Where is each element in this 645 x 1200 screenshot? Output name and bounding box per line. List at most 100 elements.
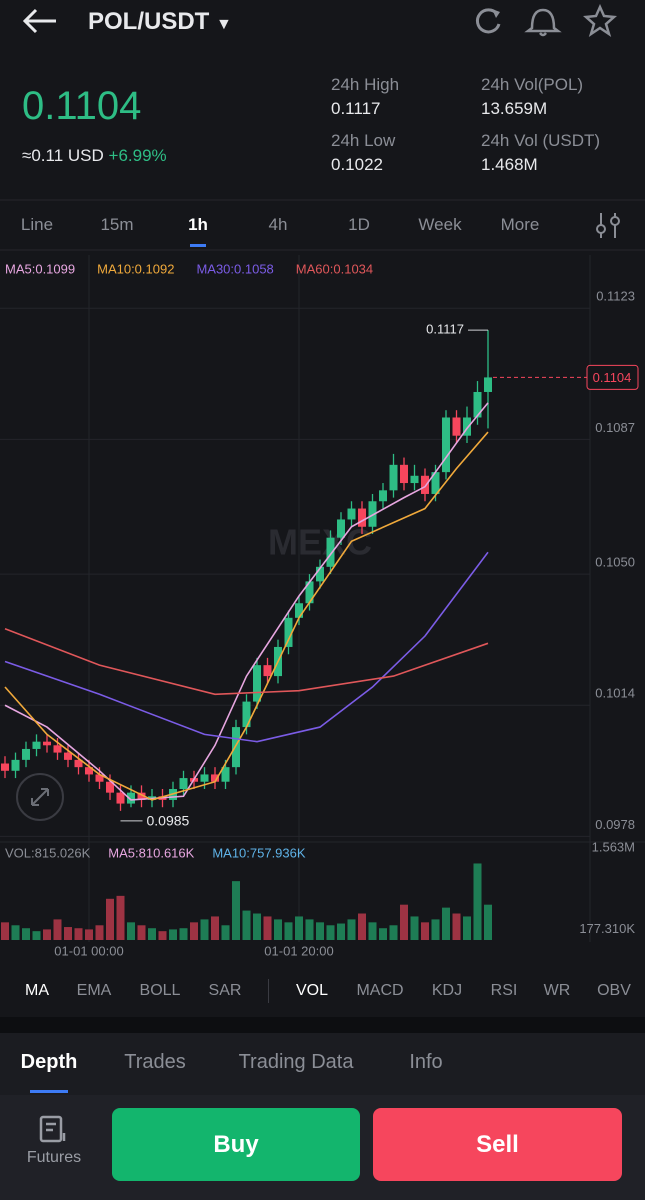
candle-body: [263, 665, 272, 677]
usd: ≈0.11 USD: [22, 146, 104, 165]
volume-bar: [158, 931, 167, 940]
volume-bar: [179, 928, 188, 940]
last-price-label: 0.1104: [593, 370, 632, 385]
timeframe-tab[interactable]: Week: [418, 215, 462, 234]
candle-body: [211, 774, 219, 782]
indicator-tab[interactable]: WR: [543, 982, 571, 999]
futures-icon[interactable]: [38, 1115, 72, 1145]
volume-legend: MA5:810.616K: [108, 845, 194, 860]
settings-icon[interactable]: [592, 210, 624, 240]
bottom-tab[interactable]: Trading Data: [238, 1051, 354, 1073]
candle-body: [232, 727, 240, 768]
chart: MEXC 0.1123 0.1087 0.1050 0.1014 0.0978 01-01…: [0, 0, 645, 975]
expand-button[interactable]: [16, 773, 64, 821]
volume-bar: [400, 904, 408, 940]
stat-value: 0.1117: [331, 99, 381, 118]
candle-body: [316, 566, 324, 582]
y-tick-label: 0.0978: [595, 817, 635, 832]
volume-bar: [368, 922, 377, 940]
candle-body: [400, 464, 408, 484]
candle-body: [379, 490, 387, 502]
volume-bar: [410, 916, 419, 940]
tab-underline: [30, 1090, 68, 1093]
indicator-tab[interactable]: BOLL: [139, 982, 181, 999]
high-label: 0.1117: [426, 322, 464, 337]
stat-label: 24h Vol (USDT): [481, 131, 601, 150]
candle-body: [74, 759, 83, 768]
stat-value: 0.1022: [331, 155, 383, 174]
volume-tick-label: 177.310K: [579, 921, 635, 936]
candle-body: [347, 508, 356, 520]
candle-body: [43, 741, 51, 746]
indicator-tab[interactable]: OBV: [597, 982, 631, 999]
back-button[interactable]: [20, 6, 60, 36]
indicator-tab[interactable]: VOL: [295, 982, 328, 999]
refresh-icon[interactable]: [475, 8, 501, 34]
volume-bar: [326, 925, 335, 940]
candle-body: [11, 759, 20, 771]
candle-body: [106, 781, 114, 793]
candle-body: [295, 603, 303, 618]
y-tick-label: 0.1014: [595, 686, 635, 701]
pair: POL/USDT: [88, 8, 210, 35]
watermark: MEXC: [268, 522, 372, 563]
candle-body: [484, 377, 492, 392]
ma-line: [4, 402, 489, 801]
volume-bar: [232, 881, 240, 940]
candle-body: [326, 537, 335, 567]
timeframe-tab[interactable]: 4h: [268, 215, 288, 234]
candle-body: [452, 417, 461, 436]
timeframe-tab[interactable]: 1h: [188, 215, 208, 234]
volume-bar: [284, 922, 293, 940]
star-icon[interactable]: [583, 4, 617, 37]
candle-body: [305, 581, 314, 604]
change: +6.99%: [108, 146, 167, 165]
volume-bar: [148, 928, 156, 940]
futures-label[interactable]: Futures: [26, 1149, 82, 1166]
volume-bar: [137, 925, 146, 940]
indicator-tab[interactable]: MA: [25, 982, 49, 999]
candle-body: [116, 792, 125, 804]
indicator-tab[interactable]: EMA: [76, 982, 112, 999]
last-price-box: [586, 364, 639, 390]
bottom-tab[interactable]: Trades: [124, 1051, 186, 1073]
bell-icon[interactable]: [524, 8, 562, 37]
indicator-tab[interactable]: RSI: [490, 982, 518, 999]
volume-bar: [211, 916, 219, 940]
sell-button[interactable]: Sell: [373, 1108, 622, 1181]
ma-line: [4, 431, 489, 801]
indicator-tab[interactable]: MACD: [356, 982, 404, 999]
volume-bar: [242, 910, 251, 940]
timeframe-tab[interactable]: 1D: [348, 215, 370, 234]
candle-body: [137, 792, 146, 800]
background: [0, 0, 645, 975]
volume-bar: [253, 913, 261, 940]
timeframe-tab[interactable]: 15m: [100, 215, 134, 234]
volume-bar: [32, 931, 41, 940]
candle-body: [127, 792, 135, 804]
stat-label: 24h High: [331, 75, 400, 94]
pair-title[interactable]: POL/USDT ▼: [88, 8, 232, 35]
bottom-tab[interactable]: Depth: [20, 1051, 78, 1073]
x-tick-label: 01-01 20:00: [264, 943, 333, 958]
volume-bar: [316, 922, 324, 940]
candle-body: [200, 774, 209, 782]
volume-legend: MA10:757.936K: [212, 845, 306, 860]
candle-body: [473, 391, 482, 418]
buy-button[interactable]: Buy: [112, 1108, 360, 1181]
candle-body: [421, 475, 429, 494]
candle-body: [463, 417, 471, 436]
legend-entry: MA10:0.1092: [97, 261, 174, 276]
bottom-tab[interactable]: Info: [409, 1051, 443, 1073]
volume-bar: [95, 925, 104, 940]
volume-bar: [295, 916, 303, 940]
candle-body: [64, 752, 72, 760]
candle-body: [337, 519, 345, 538]
indicator-tab[interactable]: KDJ: [431, 982, 463, 999]
timeframe-tab[interactable]: More: [500, 215, 540, 234]
stat-value: 13.659M: [481, 99, 548, 118]
timeframe-tab[interactable]: Line: [20, 215, 54, 234]
indicator-tab[interactable]: SAR: [208, 982, 242, 999]
candle-body: [442, 417, 450, 473]
